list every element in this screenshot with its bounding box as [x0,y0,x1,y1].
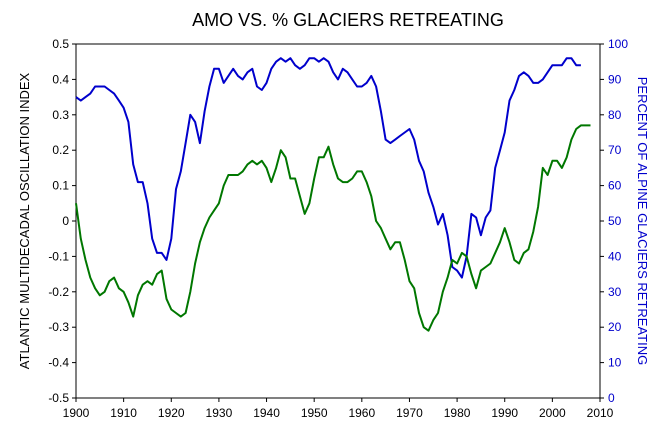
x-tick-label: 1990 [491,406,518,420]
y-tick-label: 0.4 [52,72,69,86]
x-tick-label: 1980 [444,406,471,420]
y-axis-right-label: PERCENT OF ALPINE GLACIERS RETREATING [635,77,650,365]
x-axis: 1900 1910 1920 1930 1940 1950 1960 1970 1980 1990… [63,398,614,420]
y-right-tick-label: 40 [608,249,622,263]
x-tick-label: 1940 [253,406,280,420]
y-right-tick-label: 80 [608,108,622,122]
y-right-tick-label: 50 [608,214,622,228]
y-tick-label: 0.3 [52,108,69,122]
x-tick-label: 1910 [110,406,137,420]
y-axis-left: 0.5 0.4 0.3 0.2 0.1 0 -0.1 -0.2 -0.3 -0.4 -0.5 [48,37,76,405]
y-tick-label: -0.4 [48,356,69,370]
y-right-tick-label: 60 [608,179,622,193]
x-tick-label: 1950 [301,406,328,420]
amo-index-line [75,124,591,332]
glacier-retreat-line [75,57,581,279]
y-tick-label: 0.5 [52,37,69,51]
chart-title: AMO VS. % GLACIERS RETREATING [192,10,504,30]
x-tick-label: 1960 [348,406,375,420]
y-tick-label: -0.3 [48,320,69,334]
y-tick-label: -0.5 [48,391,69,405]
plot-area [75,43,601,399]
y-tick-label: 0.2 [52,143,69,157]
y-axis-left-label: ATLANTIC MULTIDECADAL OSCILLATION INDEX [17,72,32,369]
y-right-tick-label: 100 [608,37,628,51]
x-tick-label: 1900 [63,406,90,420]
series-layer [75,57,591,332]
x-tick-label: 2000 [539,406,566,420]
y-right-tick-label: 20 [608,320,622,334]
y-right-tick-label: 0 [608,391,615,405]
x-tick-label: 1970 [396,406,423,420]
y-tick-label: -0.2 [48,285,69,299]
y-right-tick-label: 10 [608,356,622,370]
y-right-tick-label: 70 [608,143,622,157]
y-right-tick-label: 90 [608,72,622,86]
y-right-tick-label: 30 [608,285,622,299]
y-tick-label: -0.1 [48,249,69,263]
y-tick-label: 0.1 [52,179,69,193]
x-tick-label: 2010 [587,406,614,420]
x-tick-label: 1930 [206,406,233,420]
x-tick-label: 1920 [158,406,185,420]
y-tick-label: 0 [62,214,69,228]
